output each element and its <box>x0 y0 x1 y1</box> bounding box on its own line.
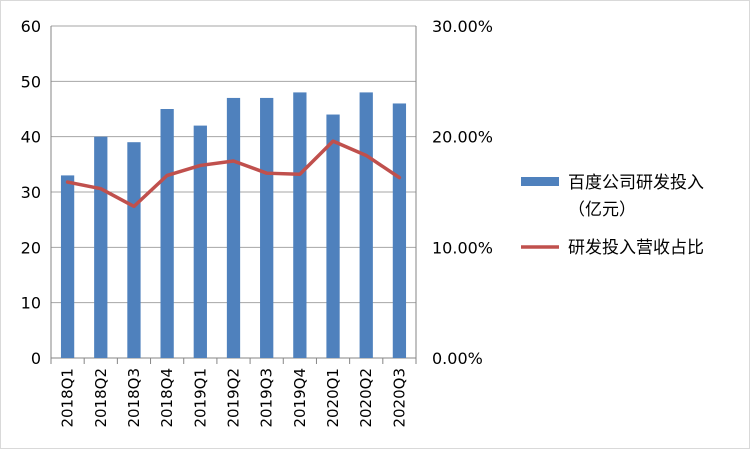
x-tick-label: 2019Q4 <box>291 368 309 428</box>
x-tick-label: 2018Q3 <box>125 368 143 428</box>
y-right-tick-label: 10.00% <box>432 238 493 257</box>
x-tick-label: 2020Q3 <box>390 368 408 428</box>
bar <box>359 92 373 359</box>
bar <box>293 92 307 359</box>
y-left-tick-label: 60 <box>21 17 41 36</box>
x-tick-label: 2018Q2 <box>92 368 110 428</box>
x-tick-label: 2020Q2 <box>357 368 375 428</box>
bar <box>193 125 207 358</box>
x-tick-label: 2019Q3 <box>258 368 276 428</box>
y-right-tick-label: 20.00% <box>432 128 493 147</box>
y-right-tick-label: 30.00% <box>432 17 493 36</box>
bar <box>326 114 340 359</box>
x-tick-label: 2018Q4 <box>158 368 176 428</box>
bar <box>127 142 141 358</box>
legend-label: 百度公司研发投入 <box>568 173 704 193</box>
ratio-line <box>65 139 402 209</box>
x-tick-label: 2020Q1 <box>324 368 342 428</box>
y-left-tick-label: 20 <box>21 238 41 257</box>
bar <box>226 97 241 358</box>
y-left-tick-label: 30 <box>21 183 41 202</box>
y-left-tick-label: 0 <box>31 349 41 368</box>
bar <box>392 103 407 358</box>
legend-bar-swatch <box>521 177 559 186</box>
x-tick-label: 2019Q2 <box>225 368 243 428</box>
bar <box>260 97 274 358</box>
y-left-tick-label: 40 <box>21 128 41 147</box>
bar <box>60 175 75 358</box>
legend-label: 研发投入营收占比 <box>568 238 704 258</box>
x-tick-label: 2019Q1 <box>191 368 209 428</box>
y-left-tick-label: 50 <box>21 72 41 91</box>
y-left-tick-label: 10 <box>21 294 41 313</box>
bar <box>94 136 108 358</box>
bar <box>160 109 174 358</box>
x-tick-label: 2018Q1 <box>59 368 77 428</box>
legend-label: （亿元） <box>568 200 636 220</box>
y-right-tick-label: 0.00% <box>432 349 483 368</box>
